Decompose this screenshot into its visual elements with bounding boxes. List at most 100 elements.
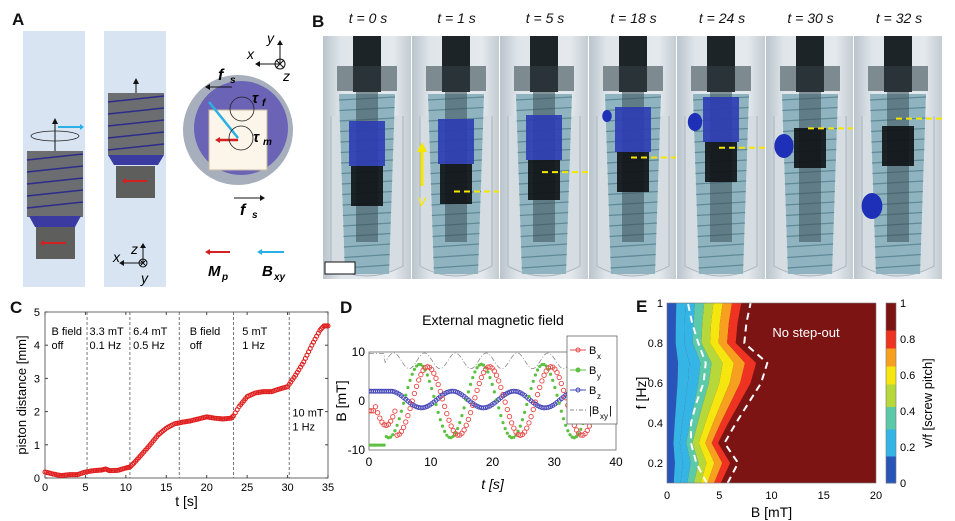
series-by-point [531,379,535,383]
series-by-point [434,402,438,407]
series-bx-point [504,406,510,413]
heatmap-band [692,303,723,483]
series-bx-point [413,383,420,390]
series-by-point [399,409,404,413]
series-by-point [393,429,397,433]
series-by-point [473,370,477,374]
magnet-blue [437,119,474,164]
legend-bxy-sub: xy [273,272,286,283]
series-by-point [518,424,522,428]
colorbar-segment [886,393,896,398]
legend-mp-sub: p [221,272,228,283]
series-by-point [561,417,566,421]
series-by-point [488,375,492,380]
axes-icon-top [258,43,286,70]
piston-dark [616,152,649,192]
series-bx-point [461,427,467,433]
data-point [73,472,79,478]
series-bx-point [554,369,560,376]
frame-time-label: t = 32 s [875,10,923,26]
axis-top-x: x [246,46,255,62]
legend-label: B [589,345,596,357]
photo-frame-drawing [324,36,404,277]
legend-sub: x [597,352,601,361]
ferrofluid-drop [773,134,794,158]
axis-label-y: y [140,270,149,286]
frame-time-label: t = 30 s [787,10,834,26]
series-by-point [443,429,447,433]
chart-title: External magnetic field [422,312,564,328]
magnet-blue [703,97,739,142]
screw-thread [433,264,478,269]
x-tick-label: 10 [765,490,777,502]
series-by-point [456,426,460,431]
annotation-no-step-out: No step-out [772,325,840,340]
series-bx-point [400,424,407,431]
rod-core [884,66,912,92]
colorbar-segment [886,316,896,322]
screw-thread [786,243,833,248]
y-axis-label: f [Hz] [633,377,649,410]
chart-c: 0 5 10 15 20 25 30 35 0 1 2 3 4 5 B field off 3.3 mT 0.1 … [14,307,334,509]
series-by-point [486,370,490,374]
x-tick-label: 20 [486,455,500,469]
x-tick-label: 35 [322,482,334,494]
series-bx-point [476,380,482,387]
x-tick-label: 0 [42,482,48,494]
colorbar-segment [886,303,896,308]
force-fs-sub-2: s [252,210,258,221]
colorbar-segment [886,433,896,439]
axis-top-y: y [266,30,275,46]
series-bx-point [424,364,431,370]
torque-f-sub: f [262,98,267,109]
torque-m-label: τ [253,129,260,146]
force-fs-sub: s [230,75,236,86]
series-bx-point [392,408,398,414]
series-bx-point [463,422,469,428]
series-bx-point [465,416,472,423]
region-label: off [51,340,64,352]
heatmap-band [679,303,701,483]
photo-frame [500,36,589,279]
y-tick-label: 0.8 [648,338,663,350]
plot-frame [44,311,329,479]
series-by-point [438,418,442,422]
heatmap-band [667,303,679,483]
piston-dark [528,160,560,200]
colorbar-segment [886,312,896,317]
screw-thread [609,253,656,259]
legend-marker [575,367,581,373]
rod-core [530,66,558,92]
colorbar-frame [885,302,897,484]
series-by-point [404,393,408,397]
magnet-blue [349,121,385,166]
screw-thread [698,264,744,269]
region-label: off [190,340,203,352]
piston-dark [439,164,472,204]
colorbar-segment [886,348,896,353]
heatmap-band [705,303,745,483]
colorbar-segment [886,343,896,349]
series-by-point [427,379,432,383]
y-tick-label: 5 [34,307,40,319]
colorbar-segment [886,325,896,331]
legend-suffix: | [609,405,612,417]
panel-a-label: A [12,10,25,29]
series-by-point [512,435,516,439]
y-tick-label: 0.2 [648,458,663,470]
force-fs-label: f [218,67,225,84]
axis-top-z: z [282,68,290,84]
series-bx-point [407,405,413,412]
legend-label: |B [589,405,599,417]
colorbar-segment [886,438,896,443]
series-bx-point [370,408,376,414]
series-bx-point [372,404,379,410]
plot-frame [666,302,877,484]
colorbar-segment [886,424,896,430]
series-bx-point [454,432,461,438]
screw-core [887,92,909,242]
frame-time-label: t = 1 s [437,10,476,26]
data-point [325,323,331,329]
colorbar-segment [886,402,896,407]
